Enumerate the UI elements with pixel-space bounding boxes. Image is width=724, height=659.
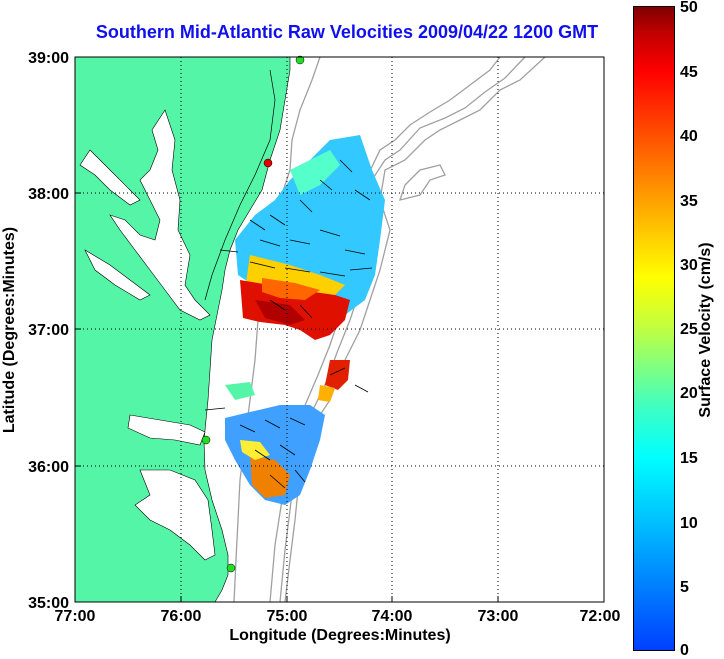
- colorbar-tick-label: 35: [680, 193, 698, 210]
- velocity-field: [225, 135, 385, 505]
- colorbar-tick-label: 20: [680, 385, 698, 402]
- colorbar-tick-label: 40: [680, 128, 698, 145]
- map-title: Southern Mid-Atlantic Raw Velocities 200…: [95, 22, 599, 42]
- radar-station-marker: [226, 563, 236, 573]
- radar-station-marker: [201, 435, 211, 445]
- y-axis-label: Latitude (Degrees:Minutes): [1, 227, 18, 433]
- colorbar-tick-label: 45: [680, 64, 698, 81]
- x-axis-label: Longitude (Degrees:Minutes): [229, 627, 450, 644]
- y-tick-label: 36:00: [28, 459, 69, 476]
- colorbar: [633, 6, 675, 651]
- velocity-arrows: [204, 159, 373, 489]
- colorbar-tick-label: 5: [680, 579, 689, 596]
- x-tick-label: 73:00: [478, 608, 519, 625]
- tick-marks: [75, 192, 499, 602]
- colorbar-tick-label: 30: [680, 257, 698, 274]
- x-tick-label: 75:00: [267, 608, 308, 625]
- radar-station-marker: [263, 158, 273, 168]
- grid-lines: [75, 57, 604, 602]
- y-tick-label: 39:00: [28, 50, 69, 67]
- y-tick-label: 37:00: [28, 322, 69, 339]
- colorbar-tick-label: 50: [680, 0, 698, 16]
- colorbar-tick-label: 0: [680, 642, 689, 659]
- x-tick-label: 74:00: [372, 608, 413, 625]
- x-tick-label: 72:00: [580, 608, 621, 625]
- x-tick-label: 76:00: [161, 608, 202, 625]
- colorbar-label: Surface Velocity (cm/s): [697, 242, 714, 418]
- y-tick-label: 35:00: [28, 595, 69, 612]
- land-mass: [74, 56, 291, 603]
- y-tick-label: 38:00: [28, 186, 69, 203]
- radar-station-marker: [295, 55, 305, 65]
- colorbar-tick-label: 15: [680, 450, 698, 467]
- colorbar-tick-label: 25: [680, 321, 698, 338]
- colorbar-tick-label: 10: [680, 515, 698, 532]
- x-tick-label: 77:00: [55, 608, 96, 625]
